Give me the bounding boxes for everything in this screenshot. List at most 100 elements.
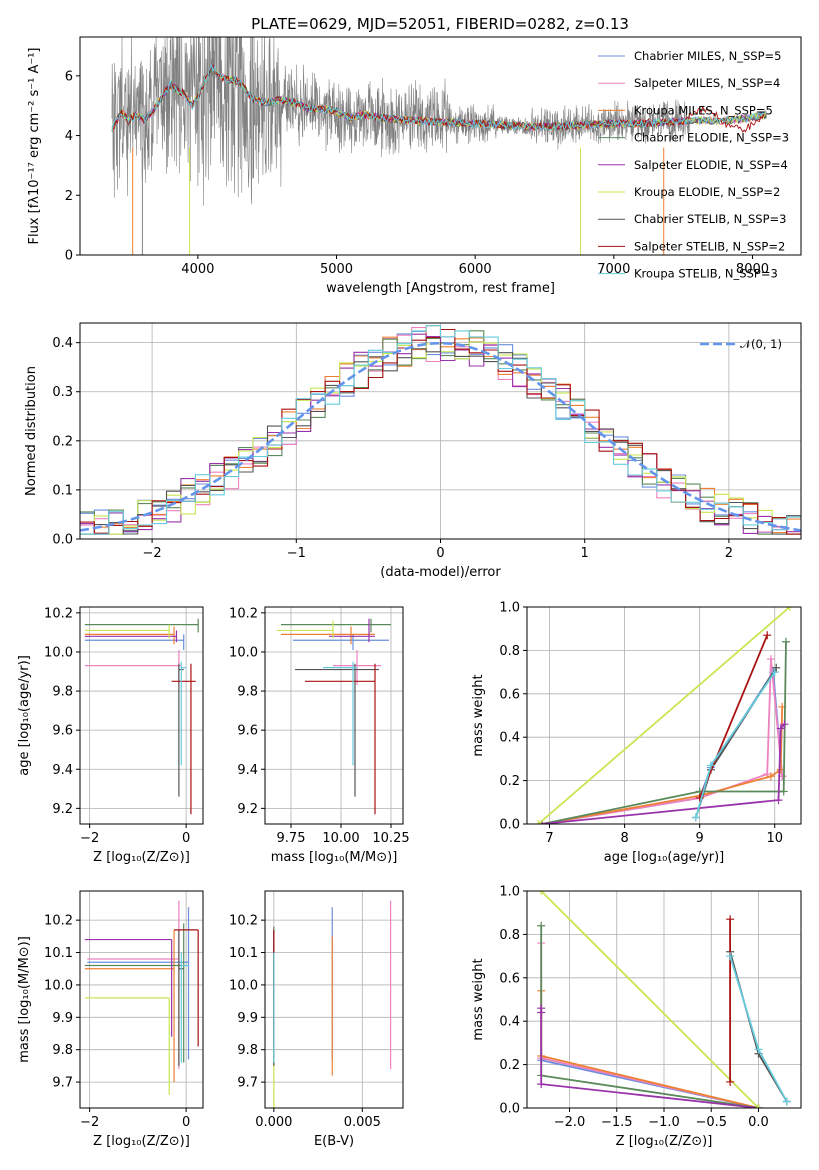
y-axis-label: Flux [fλ10⁻¹⁷ erg cm⁻² s⁻¹ A⁻¹] <box>27 48 42 245</box>
figure-title: PLATE=0629, MJD=52051, FIBERID=0282, z=0… <box>251 15 629 33</box>
y-tick-label: 4 <box>65 129 73 144</box>
y-tick-label: 0.6 <box>499 687 520 702</box>
y-tick-label: 6 <box>65 69 73 84</box>
y-tick-label: 0.6 <box>499 971 520 986</box>
legend-label: Chabrier MILES, N_SSP=5 <box>634 49 781 63</box>
weight-marker-salpeter_elodie <box>537 1008 546 1017</box>
y-tick-label: 10.2 <box>44 914 73 929</box>
y-tick-label: 10.0 <box>44 645 73 660</box>
x-tick-label: −2 <box>80 1115 99 1130</box>
x-axis-label: E(B-V) <box>314 1134 354 1149</box>
x-axis-label: wavelength [Angstrom, rest frame] <box>326 281 555 296</box>
x-tick-label: −2 <box>143 546 162 561</box>
legend-label: Kroupa MILES, N_SSP=5 <box>634 103 773 117</box>
model-spectrum-kroupa_stelib <box>111 63 767 133</box>
axes-frame <box>79 890 204 1109</box>
y-tick-label: 0.0 <box>499 818 520 833</box>
axes-frame <box>264 606 404 825</box>
weight-line-chabrier_elodie <box>540 925 759 1108</box>
y-tick-label: 10.0 <box>229 645 258 660</box>
x-tick-label: 0.000 <box>255 1115 292 1130</box>
y-axis-label: mass [log₁₀(M/M⊙)] <box>17 936 32 1063</box>
y-tick-label: 9.8 <box>237 685 258 700</box>
weight-marker-kroupa_stelib <box>754 1045 763 1054</box>
x-tick-label: 0 <box>182 1115 190 1130</box>
y-tick-label: 0.8 <box>499 644 520 659</box>
weight-marker-salpeter_stelib <box>763 631 772 640</box>
x-axis-label: Z [log₁₀(Z/Z⊙)] <box>93 850 190 865</box>
x-tick-label: 9 <box>696 831 704 846</box>
y-tick-label: 9.4 <box>237 763 258 778</box>
weight-marker-kroupa_stelib <box>770 668 779 677</box>
x-tick-label: 9.75 <box>277 831 306 846</box>
y-tick-label: 0.4 <box>499 1015 520 1030</box>
y-tick-label: 0.4 <box>499 731 520 746</box>
x-tick-label: 5000 <box>320 262 353 277</box>
x-tick-label: −0.5 <box>695 1115 727 1130</box>
weight-marker-kroupa_elodie <box>785 607 794 611</box>
weight-marker-kroupa_stelib <box>782 1097 791 1106</box>
legend-label: Chabrier ELODIE, N_SSP=3 <box>634 131 789 145</box>
x-tick-label: 0.005 <box>344 1115 381 1130</box>
axes-frame <box>79 36 802 256</box>
plot-area <box>273 900 392 1108</box>
y-tick-label: 9.2 <box>237 802 258 817</box>
y-tick-label: 1.0 <box>499 601 520 616</box>
y-tick-label: 9.2 <box>52 802 73 817</box>
legend-label: Salpeter MILES, N_SSP=4 <box>634 76 780 90</box>
weight-marker-kroupa_elodie <box>537 891 546 895</box>
x-tick-label: −1.0 <box>648 1115 680 1130</box>
x-tick-label: −2 <box>80 831 99 846</box>
legend-label: Chabrier STELIB, N_SSP=3 <box>634 212 786 226</box>
y-tick-label: 9.8 <box>52 1043 73 1058</box>
y-tick-label: 10.2 <box>229 606 258 621</box>
y-tick-label: 0.4 <box>52 336 73 351</box>
x-axis-label: mass [log₁₀(M/M⊙)] <box>271 850 398 865</box>
y-tick-label: 9.4 <box>52 763 73 778</box>
y-tick-label: 10.1 <box>229 946 258 961</box>
y-axis-label: mass weight <box>471 958 486 1040</box>
axes-frame <box>526 606 802 825</box>
y-tick-label: 0.3 <box>52 385 73 400</box>
plot-area <box>537 891 791 1108</box>
plot-area <box>277 618 391 815</box>
mass-vs-ebv-panel: 0.000 0.005 9.7 9.8 9.9 10.0 10.1 10.2 E(B-V) <box>229 890 404 1149</box>
plot-area <box>84 618 199 815</box>
weight-line-salpeter_miles <box>540 943 759 1108</box>
weight-line-kroupa_miles <box>541 706 784 824</box>
plot-area <box>111 37 767 255</box>
weight-vs-metallicity-panel: −2.0 −1.5 −1.0 −0.5 0.0 0.0 0.2 0.4 0.6 0.8 1.0 Z [… <box>471 885 802 1149</box>
legend-label: Kroupa STELIB, N_SSP=3 <box>634 267 778 281</box>
y-tick-label: 9.7 <box>237 1076 258 1091</box>
y-tick-label: 9.6 <box>52 724 73 739</box>
x-axis-label: (data-model)/error <box>380 565 501 580</box>
y-tick-label: 0.2 <box>499 1058 520 1073</box>
legend-label: Salpeter ELODIE, N_SSP=4 <box>634 158 788 172</box>
y-tick-label: 0.2 <box>499 774 520 789</box>
y-tick-label: 9.7 <box>52 1076 73 1091</box>
weight-marker-kroupa_stelib <box>726 952 735 961</box>
y-tick-label: 9.9 <box>237 1011 258 1026</box>
weight-marker-kroupa_miles <box>766 772 775 781</box>
x-tick-label: 0.0 <box>748 1115 769 1130</box>
weight-line-chabrier_miles <box>541 669 784 824</box>
weight-marker-salpeter_elodie <box>774 796 783 805</box>
x-tick-label: 1 <box>581 546 589 561</box>
age-vs-mass-panel: 9.75 10.00 10.25 9.2 9.4 9.6 9.8 10.0 10.2 mass [… <box>229 606 410 865</box>
weight-marker-chabrier_stelib <box>772 663 781 672</box>
x-tick-label: 2 <box>725 546 733 561</box>
y-tick-label: 9.8 <box>237 1043 258 1058</box>
axes-frame <box>79 606 204 825</box>
weight-line-salpeter_elodie <box>541 723 786 824</box>
y-axis-label: Normed distribution <box>24 366 39 496</box>
x-tick-label: 4000 <box>181 262 214 277</box>
weight-marker-kroupa_elodie <box>754 1104 763 1108</box>
weight-line-chabrier_elodie <box>541 641 787 824</box>
model-spectrum-chabrier_stelib <box>111 67 767 131</box>
x-tick-label: 10.25 <box>372 831 409 846</box>
x-axis-label: age [log₁₀(age/yr)] <box>604 850 725 865</box>
x-tick-label: 0 <box>436 546 444 561</box>
x-tick-label: 8 <box>620 831 628 846</box>
x-tick-label: −1 <box>287 546 306 561</box>
